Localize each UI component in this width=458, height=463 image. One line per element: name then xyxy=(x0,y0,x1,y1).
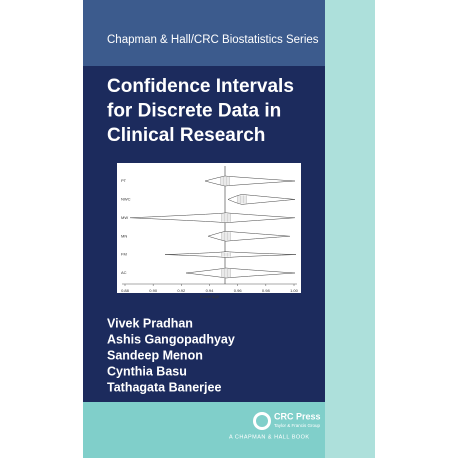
x-tick-label: 0.96 xyxy=(234,288,243,293)
x-tick-label: 0.94 xyxy=(206,288,215,293)
row-label: MN xyxy=(121,233,127,238)
footer-band xyxy=(83,402,325,458)
violin xyxy=(204,175,296,187)
x-tick-label: 1.00 xyxy=(290,288,299,293)
author: Cynthia Basu xyxy=(107,364,187,378)
violin xyxy=(207,230,291,242)
title-line: Clinical Research xyxy=(107,125,265,146)
publisher-group: Taylor & Francis Group xyxy=(274,423,321,428)
x-tick-label: 0.88 xyxy=(121,288,130,293)
authors: Vivek Pradhan Ashis Gangopadhyay Sandeep M… xyxy=(107,316,235,394)
publisher-imprint: A CHAPMAN & HALL BOOK xyxy=(229,434,310,440)
author: Ashis Gangopadhyay xyxy=(107,332,235,346)
publisher-name: CRC Press xyxy=(274,411,321,421)
x-tick-label: 0.98 xyxy=(262,288,271,293)
figure: 0.88 0.90 0.92 0.94 0.96 0.98 1.00 Coverage PT NW… xyxy=(121,166,299,299)
violin xyxy=(185,267,296,279)
title-line: for Discrete Data in xyxy=(107,101,281,122)
author: Sandeep Menon xyxy=(107,348,203,362)
x-tick-label: 0.92 xyxy=(177,288,186,293)
row-label: MW xyxy=(121,215,128,220)
row-label: AC xyxy=(121,270,127,275)
row-label: NWC xyxy=(121,196,131,201)
side-strip xyxy=(325,0,375,458)
violin xyxy=(227,194,296,205)
violin xyxy=(129,212,296,224)
title-line: Confidence Intervals xyxy=(107,76,294,97)
x-axis-label: Coverage xyxy=(200,294,220,299)
series-band xyxy=(83,0,325,66)
series-title: Chapman & Hall/CRC Biostatistics Series xyxy=(107,34,319,46)
author: Tathagata Banerjee xyxy=(107,380,221,394)
author: Vivek Pradhan xyxy=(107,316,193,330)
title: Confidence Intervals for Discrete Data in… xyxy=(107,76,294,146)
x-tick-label: 0.90 xyxy=(149,288,158,293)
row-label: PT xyxy=(121,178,127,183)
logo-inner xyxy=(256,415,268,427)
row-label: FM xyxy=(121,252,127,257)
